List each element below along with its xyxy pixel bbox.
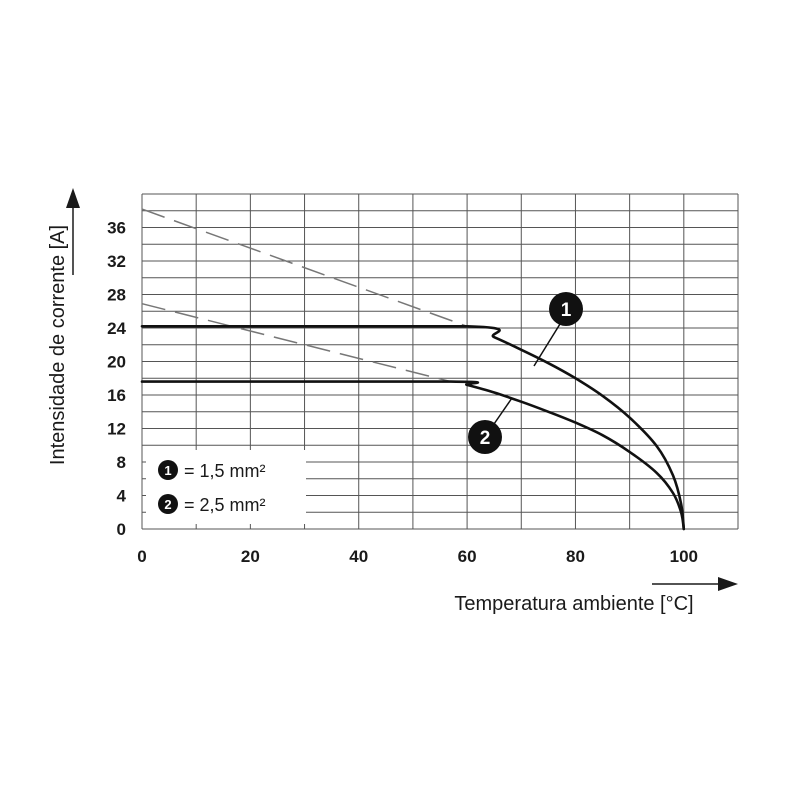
curve-badge-2 (468, 420, 502, 454)
legend-label-2: = 2,5 mm² (184, 495, 266, 515)
legend-badge-1 (158, 460, 178, 480)
curve-marker-1: 1 (533, 292, 583, 367)
legend-badge-2 (158, 494, 178, 514)
series-2-line (140, 380, 686, 531)
y-tick-label: 16 (107, 386, 126, 405)
y-tick-label: 24 (107, 319, 126, 338)
dashed-extensions (141, 208, 468, 383)
x-tick-label: 60 (458, 547, 477, 566)
curve-badge-2-text: 2 (480, 428, 491, 449)
y-tick-label: 36 (107, 219, 126, 238)
grid (141, 193, 739, 530)
legend: 1 = 1,5 mm² 2 = 2,5 mm² (146, 450, 306, 524)
curve-badge-1-text: 1 (561, 300, 572, 321)
x-tick-label: 80 (566, 547, 585, 566)
legend-label-1: = 1,5 mm² (184, 461, 266, 481)
series-1-dashed-extension (141, 208, 468, 328)
x-tick-label: 20 (241, 547, 260, 566)
series-2-dashed-extension (141, 302, 451, 383)
x-tick-label: 40 (349, 547, 368, 566)
y-tick-label: 32 (107, 252, 126, 271)
curve-badge-1 (549, 292, 583, 326)
legend-item-1: 1 = 1,5 mm² (158, 460, 266, 481)
y-tick-label: 28 (107, 286, 126, 305)
legend-badge-1-text: 1 (164, 463, 171, 478)
x-tick-label: 0 (137, 547, 146, 566)
y-axis-arrow (66, 188, 80, 275)
y-axis-title: Intensidade de corrente [A] (47, 225, 69, 465)
y-tick-label: 0 (117, 520, 126, 539)
y-tick-label: 8 (117, 453, 126, 472)
series-lines (140, 325, 686, 531)
legend-item-2: 2 = 2,5 mm² (158, 494, 266, 515)
series-1-line (140, 325, 686, 531)
x-axis-title: Temperatura ambiente [°C] (454, 593, 693, 615)
x-tick-label: 100 (670, 547, 698, 566)
x-axis-arrow (652, 577, 738, 591)
y-tick-label: 12 (107, 420, 126, 439)
legend-badge-2-text: 2 (164, 497, 171, 512)
y-tick-label: 4 (117, 487, 127, 506)
y-tick-label: 20 (107, 353, 126, 372)
curve-marker-2: 2 (468, 397, 513, 454)
